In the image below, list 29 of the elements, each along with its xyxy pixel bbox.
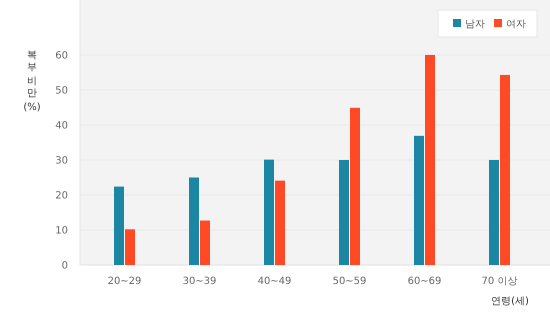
x-tick-label: 50~59 [332, 276, 366, 287]
x-tick-label: 70 이상 [482, 276, 518, 287]
y-tick-label: 0 [62, 260, 68, 272]
bar [189, 177, 199, 265]
bar [275, 180, 285, 265]
legend-label: 남자 [465, 19, 485, 30]
bar [200, 220, 210, 265]
x-tick-label: 40~49 [258, 276, 292, 287]
bar [125, 229, 135, 265]
x-axis-title: 연령(세) [491, 296, 529, 307]
y-tick-label: 10 [55, 225, 68, 236]
y-tick-label: 20 [55, 190, 68, 202]
legend-label: 여자 [506, 19, 526, 30]
bar [500, 74, 510, 265]
bar [414, 136, 424, 265]
y-axis-title: 복부 비만 (%) [23, 50, 41, 113]
x-tick-label: 30~39 [182, 276, 216, 287]
bar [114, 186, 124, 265]
bar [350, 108, 360, 265]
bar [264, 160, 274, 265]
x-tick-label: 20~29 [108, 276, 142, 287]
x-tick-label: 60~69 [408, 276, 442, 287]
bar [339, 160, 349, 265]
y-tick-label: 50 [55, 85, 68, 96]
y-tick-label: 30 [55, 155, 68, 166]
bar [489, 160, 499, 265]
y-tick-label: 60 [55, 50, 68, 62]
y-tick-label: 40 [55, 120, 68, 132]
bar [425, 54, 435, 265]
